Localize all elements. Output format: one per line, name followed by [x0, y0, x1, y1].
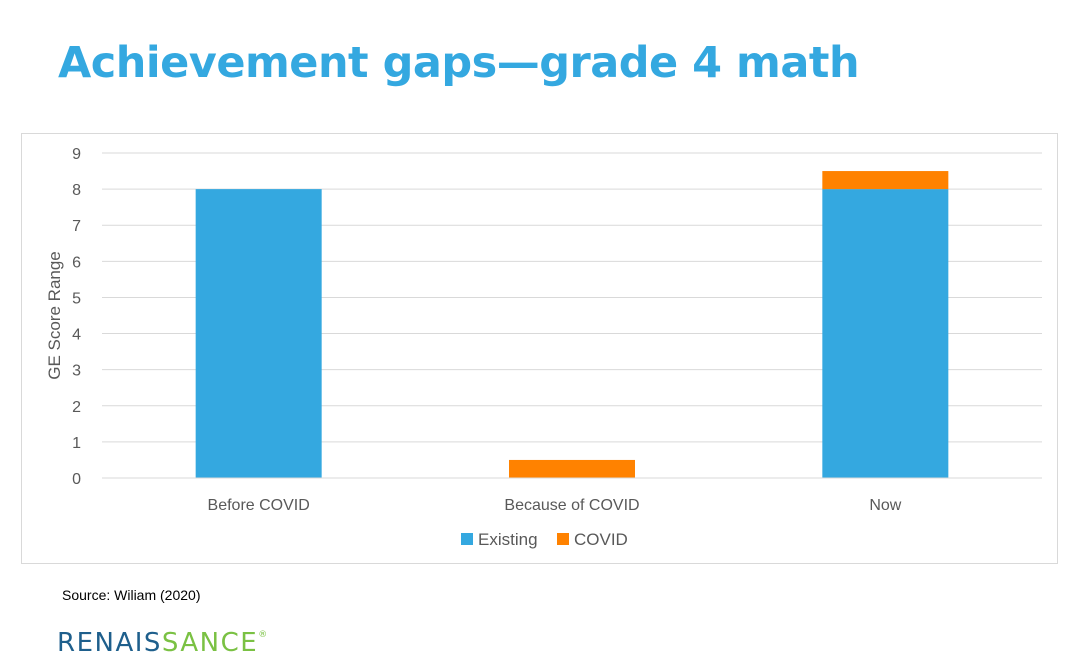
legend-swatch-existing [461, 533, 473, 545]
legend-label-existing: Existing [478, 530, 538, 549]
y-tick-label: 7 [72, 218, 81, 235]
y-tick-label: 3 [72, 363, 81, 380]
x-tick-label: Now [869, 497, 901, 514]
bars [102, 171, 1042, 479]
y-tick-label: 6 [72, 254, 81, 271]
y-axis-title: GE Score Range [45, 251, 64, 380]
y-tick-label: 2 [72, 399, 81, 416]
logo-text-part1: RENAIS [57, 628, 162, 658]
legend-swatch-covid [557, 533, 569, 545]
y-tick-label: 4 [72, 327, 81, 344]
source-note: Source: Wiliam (2020) [62, 587, 201, 603]
logo-text-part2: SANCE [161, 628, 259, 658]
y-tick-label: 5 [72, 290, 81, 307]
bar-existing-0 [195, 189, 322, 478]
bar-covid-2 [822, 171, 949, 190]
y-tick-label: 0 [72, 471, 81, 488]
y-tick-label: 8 [72, 182, 81, 199]
legend-label-covid: COVID [574, 530, 628, 549]
x-tick-labels: Before COVID Because of COVID Now [208, 497, 902, 514]
slide-title: Achievement gaps—grade 4 math [58, 38, 860, 88]
y-tick-labels: 0 1 2 3 4 5 6 7 8 9 [72, 146, 81, 488]
y-tick-label: 9 [72, 146, 81, 163]
x-tick-label: Because of COVID [504, 497, 639, 514]
chart-area: 0 1 2 3 4 5 6 7 8 9 Before COVID Because of COVID N… [21, 133, 1058, 564]
x-tick-label: Before COVID [208, 497, 310, 514]
renaissance-logo: RENAISSANCE® [57, 628, 269, 658]
bar-existing-2 [822, 189, 949, 478]
bar-covid-1 [509, 459, 635, 478]
registered-mark: ® [258, 630, 269, 640]
y-tick-label: 1 [72, 435, 81, 452]
bar-chart: 0 1 2 3 4 5 6 7 8 9 Before COVID Because of COVID N… [45, 146, 1042, 549]
legend: Existing COVID [461, 530, 628, 549]
